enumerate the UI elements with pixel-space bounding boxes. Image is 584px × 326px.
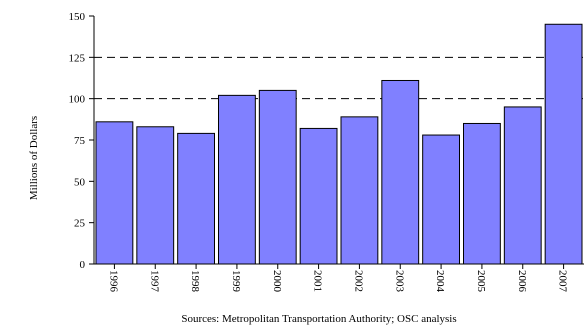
bar-2007 [544, 23, 583, 265]
y-tick-label-125: 125 [69, 52, 86, 64]
y-tick-label-75: 75 [74, 135, 86, 147]
x-tick-label-1997: 1997 [148, 270, 160, 293]
bar-1997 [136, 126, 175, 265]
y-tick-label-25: 25 [74, 218, 86, 230]
x-tick-label-2001: 2001 [312, 270, 324, 292]
gridlines [94, 56, 584, 100]
y-tick-label-50: 50 [74, 176, 86, 188]
x-tick-label-2006: 2006 [516, 270, 528, 293]
x-ticks: 1996 1997 1998 1999 2000 2001 2002 2003 2004 2005… [107, 264, 569, 293]
x-tick-label-1996: 1996 [107, 270, 119, 293]
bar-1999 [218, 94, 256, 265]
x-tick-label-1998: 1998 [189, 270, 201, 293]
y-tick-label-150: 150 [69, 11, 86, 23]
x-tick-label-2002: 2002 [352, 270, 364, 292]
x-tick-label-2004: 2004 [434, 270, 446, 293]
bar-2004 [422, 134, 460, 265]
x-tick-label-1999: 1999 [230, 270, 242, 293]
y-axis-title: Millions of Dollars [28, 116, 40, 200]
y-ticks: 0 25 50 75 100 125 150 [69, 11, 94, 271]
x-tick-label-2003: 2003 [393, 270, 405, 293]
bar-1998 [177, 132, 216, 265]
bar-1996 [95, 121, 134, 265]
y-tick-label-0: 0 [80, 259, 86, 271]
x-tick-label-2007: 2007 [557, 270, 569, 293]
x-tick-label-2005: 2005 [475, 270, 487, 293]
bar-2003 [381, 79, 420, 265]
bar-2006 [503, 106, 542, 265]
bar-2001 [299, 127, 338, 265]
y-tick-label-100: 100 [69, 94, 86, 106]
bar-2000 [258, 89, 297, 265]
bar-2002 [340, 116, 379, 265]
bars [95, 23, 583, 265]
bar-2005 [463, 122, 501, 265]
source-note: Sources: Metropolitan Transportation Aut… [181, 313, 456, 325]
x-tick-label-2000: 2000 [271, 270, 283, 293]
